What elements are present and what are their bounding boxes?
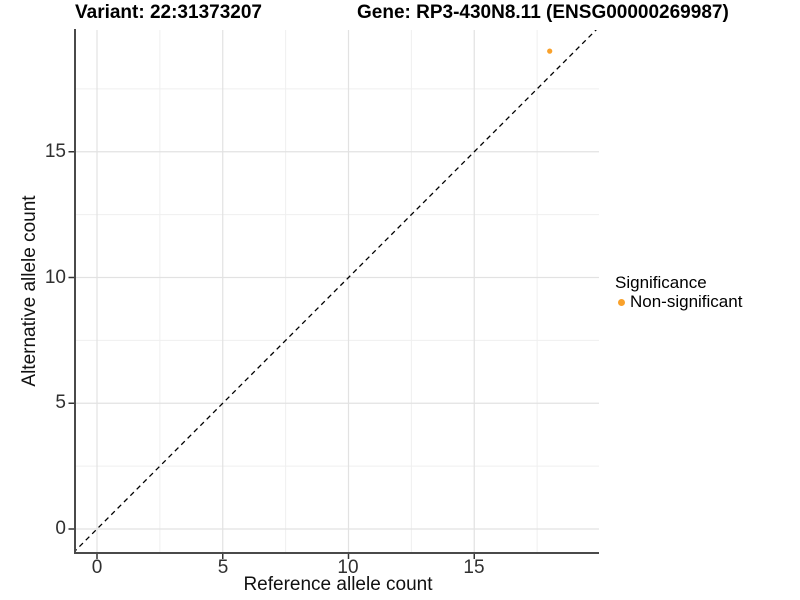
axis-lines (74, 29, 599, 554)
y-tick-label-10: 10 (44, 267, 66, 288)
identity-dashed-line (75, 30, 597, 552)
minor-gridlines (75, 30, 599, 553)
legend-item-non-significant: Non-significant (615, 292, 742, 312)
axis-tick-marks (68, 151, 475, 559)
x-tick-label-10: 10 (337, 557, 359, 578)
x-tick-label-0: 0 (91, 557, 103, 578)
x-axis-title: Reference allele count (243, 574, 433, 595)
plot-title-variant: Variant: 22:31373207 (75, 2, 262, 23)
y-tick-label-5: 5 (55, 392, 66, 413)
x-tick-label-15: 15 (463, 557, 485, 578)
y-axis-title: Alternative allele count (19, 195, 40, 387)
plot-title-gene: Gene: RP3-430N8.11 (ENSG00000269987) (357, 2, 729, 23)
data-points (547, 48, 553, 54)
x-tick-label-5: 5 (217, 557, 229, 578)
legend-title: Significance (615, 273, 707, 292)
y-tick-label-15: 15 (44, 141, 66, 162)
legend-item-label: Non-significant (630, 292, 743, 311)
y-tick-label-0: 0 (55, 518, 66, 539)
major-gridlines (75, 30, 599, 553)
scatter-point (547, 48, 553, 54)
legend-point-icon (618, 298, 625, 306)
